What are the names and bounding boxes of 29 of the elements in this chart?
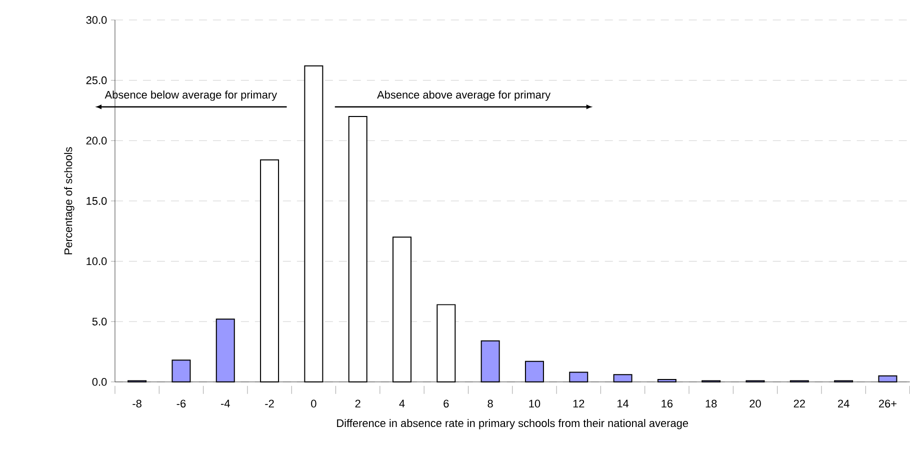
x-axis-title: Difference in absence rate in primary schools from their national average [337,419,688,430]
x-tick-label: -6 [176,400,186,408]
y-tick-label: 20.0 [86,136,107,145]
y-tick-label: 0.0 [92,378,107,386]
x-tick-label: -8 [132,400,142,408]
y-tick-label: 25.0 [86,76,107,84]
annotation: Absence below average for primary [104,90,278,101]
x-tick-label: 16 [662,400,673,408]
y-axis-title: Percentage of schools [64,147,74,254]
x-tick-label: 10 [529,400,540,408]
x-tick-label: 26+ [878,400,896,408]
x-tick-label: 8 [488,400,493,408]
y-tick-label: 15.0 [86,197,107,205]
x-tick-label: -4 [220,400,230,408]
x-tick-label: 2 [355,400,360,408]
y-tick-label: 10.0 [86,257,107,266]
x-tick-label: 12 [573,400,584,408]
x-tick-label: 18 [706,400,717,408]
x-tick-label: 6 [444,400,449,408]
annotation: Absence above average for primary [377,90,551,101]
x-tick-label: 22 [794,400,805,408]
x-tick-label: 14 [618,400,629,408]
x-tick-label: 20 [750,400,761,408]
x-tick-label: 24 [838,400,850,408]
x-tick-label: 4 [399,400,405,408]
y-tick-label: 5.0 [92,318,107,326]
y-tick-label: 30.0 [86,16,107,24]
x-tick-label: -2 [265,400,274,408]
x-tick-label: 0 [311,400,316,408]
